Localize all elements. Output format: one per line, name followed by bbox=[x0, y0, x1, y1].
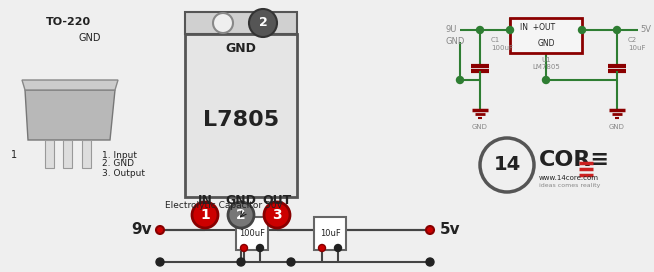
Bar bbox=[63, 140, 72, 168]
Circle shape bbox=[156, 258, 164, 266]
Text: C1: C1 bbox=[491, 37, 500, 43]
Circle shape bbox=[480, 138, 534, 192]
Text: LM7805: LM7805 bbox=[532, 64, 560, 70]
Text: 10uF: 10uF bbox=[320, 229, 340, 238]
Text: 100uF: 100uF bbox=[239, 229, 265, 238]
Circle shape bbox=[192, 202, 218, 228]
Text: OUT: OUT bbox=[262, 193, 292, 206]
Circle shape bbox=[426, 226, 434, 234]
Bar bbox=[185, 12, 297, 34]
Circle shape bbox=[426, 258, 434, 266]
Text: GND: GND bbox=[609, 124, 625, 130]
Bar bbox=[510, 18, 582, 53]
Text: 2. GND: 2. GND bbox=[102, 159, 134, 168]
Text: IN: IN bbox=[198, 193, 213, 206]
Circle shape bbox=[264, 202, 290, 228]
Circle shape bbox=[249, 9, 277, 37]
Text: IN  +OUT: IN +OUT bbox=[520, 23, 555, 32]
Text: 2: 2 bbox=[236, 208, 246, 222]
Text: GND: GND bbox=[472, 124, 488, 130]
Text: Electrolytic Capacitor 50V: Electrolytic Capacitor 50V bbox=[165, 202, 283, 211]
Text: GND: GND bbox=[78, 33, 101, 43]
Circle shape bbox=[237, 258, 245, 266]
Circle shape bbox=[506, 26, 513, 33]
Text: 100uF: 100uF bbox=[491, 45, 513, 51]
Text: GND: GND bbox=[226, 42, 256, 55]
Text: 1: 1 bbox=[200, 208, 210, 222]
Text: 1: 1 bbox=[11, 150, 17, 160]
Text: 10uF: 10uF bbox=[628, 45, 645, 51]
Text: 2: 2 bbox=[258, 17, 267, 29]
Bar bbox=[314, 217, 346, 250]
Circle shape bbox=[477, 26, 483, 33]
Text: U1: U1 bbox=[542, 57, 551, 63]
Polygon shape bbox=[25, 90, 115, 140]
Circle shape bbox=[213, 13, 233, 33]
Circle shape bbox=[334, 245, 341, 252]
Bar bbox=[185, 34, 297, 197]
Text: GND: GND bbox=[226, 193, 256, 206]
Circle shape bbox=[287, 258, 295, 266]
Bar bbox=[82, 140, 91, 168]
Text: C2: C2 bbox=[628, 37, 637, 43]
Text: 9v: 9v bbox=[131, 222, 152, 237]
Circle shape bbox=[156, 226, 164, 234]
Text: TO-220: TO-220 bbox=[45, 17, 90, 27]
Circle shape bbox=[256, 245, 264, 252]
Text: 9U: 9U bbox=[445, 26, 456, 35]
Text: GND: GND bbox=[445, 38, 464, 47]
Circle shape bbox=[613, 26, 621, 33]
Text: GND: GND bbox=[537, 39, 555, 48]
Text: 14: 14 bbox=[493, 156, 521, 175]
Text: 3: 3 bbox=[272, 208, 282, 222]
Bar bbox=[45, 140, 54, 168]
Circle shape bbox=[543, 76, 549, 84]
Circle shape bbox=[456, 76, 464, 84]
Text: 1. Input: 1. Input bbox=[102, 150, 137, 159]
Polygon shape bbox=[22, 80, 118, 90]
Circle shape bbox=[228, 202, 254, 228]
Text: COR≡: COR≡ bbox=[539, 150, 610, 170]
Text: ideas comes reality: ideas comes reality bbox=[539, 183, 600, 187]
Circle shape bbox=[579, 26, 585, 33]
Circle shape bbox=[318, 245, 326, 252]
Text: L7805: L7805 bbox=[203, 110, 279, 129]
Circle shape bbox=[241, 245, 247, 252]
Text: www.14core.com: www.14core.com bbox=[539, 175, 599, 181]
Text: 5V: 5V bbox=[640, 26, 651, 35]
Text: 5v: 5v bbox=[440, 222, 460, 237]
Bar bbox=[236, 217, 268, 250]
Text: 3. Output: 3. Output bbox=[102, 168, 145, 178]
